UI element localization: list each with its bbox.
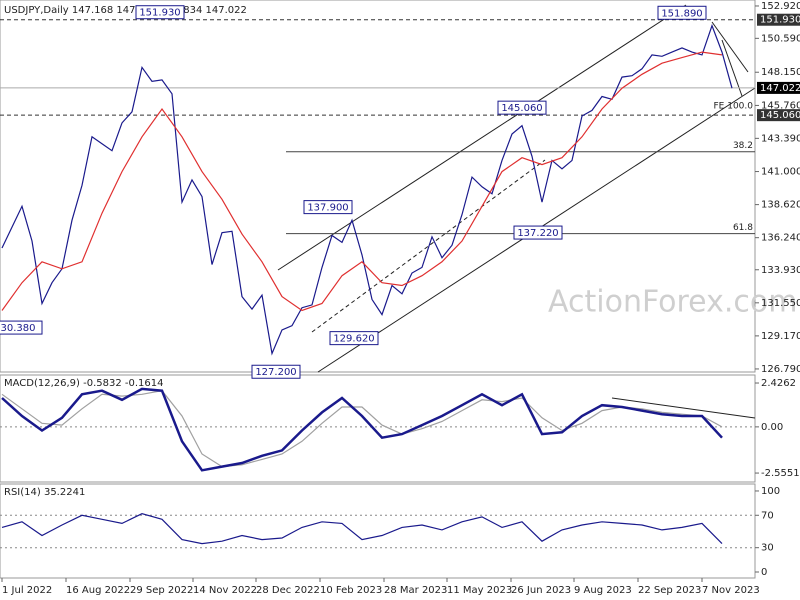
series-line [1, 23, 733, 356]
y-tick-label: 100 [761, 486, 780, 497]
callout-label: 151.930 [139, 8, 180, 19]
y-tick-label: -2.5551 [761, 468, 800, 479]
y-tick-label: 152.920 [761, 1, 800, 12]
y-tick-label: 148.150 [761, 67, 800, 78]
callout-label: 145.060 [501, 103, 542, 114]
callout-label: 151.890 [661, 8, 702, 19]
callout-box [303, 200, 353, 215]
callout-label: 137.900 [307, 203, 348, 214]
series-line [1, 390, 723, 468]
price-tag [757, 109, 800, 122]
callout-label: 127.200 [255, 367, 296, 378]
x-tick-label: 16 Aug 2022 [66, 585, 130, 596]
x-tick-label: 10 Feb 2023 [320, 585, 382, 596]
series-line [1, 513, 723, 545]
y-tick-label: 131.550 [761, 298, 800, 309]
y-tick-label: 150.590 [761, 33, 800, 44]
x-tick-label: 22 Sep 2023 [638, 585, 701, 596]
y-tick-label: 30 [761, 543, 774, 554]
rsi-panel [0, 483, 756, 579]
series-line [1, 387, 723, 472]
y-tick-label: 133.930 [761, 265, 800, 276]
series-line [1, 51, 723, 312]
callout-box [497, 100, 547, 115]
y-tick-label: 70 [761, 510, 774, 521]
x-tick-label: 7 Nov 2023 [702, 585, 760, 596]
callout-box [0, 320, 43, 335]
y-tick-label: 2.4262 [761, 378, 796, 389]
callout-box [251, 364, 301, 379]
fib-label: 38.2 [733, 141, 753, 151]
y-tick-label: 136.240 [761, 233, 800, 244]
x-tick-label: 11 May 2023 [447, 585, 512, 596]
x-tick-label: 9 Aug 2023 [574, 585, 632, 596]
callout-box [135, 5, 185, 20]
fib-label: FE 100.0 [714, 101, 754, 111]
y-tick-label: 138.620 [761, 200, 800, 211]
y-tick-label: 0.00 [761, 422, 783, 433]
callout-label: 137.220 [517, 228, 558, 239]
price-tag-label: 147.022 [760, 83, 800, 94]
callout-box [513, 225, 563, 240]
callout-box [657, 5, 707, 20]
y-tick-label: 143.390 [761, 133, 800, 144]
y-tick-label: 0 [761, 567, 767, 578]
callout-box [329, 331, 379, 346]
x-tick-label: 28 Mar 2023 [384, 585, 447, 596]
y-tick-label: 126.790 [761, 364, 800, 375]
price-tag-label: 145.060 [760, 110, 800, 121]
macd-title: MACD(12,26,9) -0.5832 -0.1614 [4, 378, 164, 389]
price-tag [757, 81, 800, 94]
x-tick-label: 28 Dec 2022 [256, 585, 320, 596]
macd-panel [0, 374, 756, 483]
y-tick-label: 129.170 [761, 331, 800, 342]
callout-label: 129.620 [333, 334, 374, 345]
y-tick-label: 141.000 [761, 167, 800, 178]
x-tick-label: 29 Sep 2022 [130, 585, 193, 596]
x-tick-label: 1 Jul 2022 [2, 585, 52, 596]
x-tick-label: 14 Nov 2022 [193, 585, 257, 596]
watermark: ActionForex.com [548, 285, 797, 320]
rsi-title: RSI(14) 35.2241 [4, 487, 85, 498]
price-tag [757, 13, 800, 26]
callout-label: 30.380 [1, 323, 36, 334]
price-tag-label: 151.930 [760, 15, 800, 26]
price-panel [0, 0, 756, 373]
chart-title: USDJPY,Daily 147.168 147.194 146.834 147… [4, 5, 247, 16]
y-tick-label: 145.760 [761, 100, 800, 111]
fib-label: 61.8 [733, 223, 753, 233]
x-tick-label: 26 Jun 2023 [511, 585, 571, 596]
